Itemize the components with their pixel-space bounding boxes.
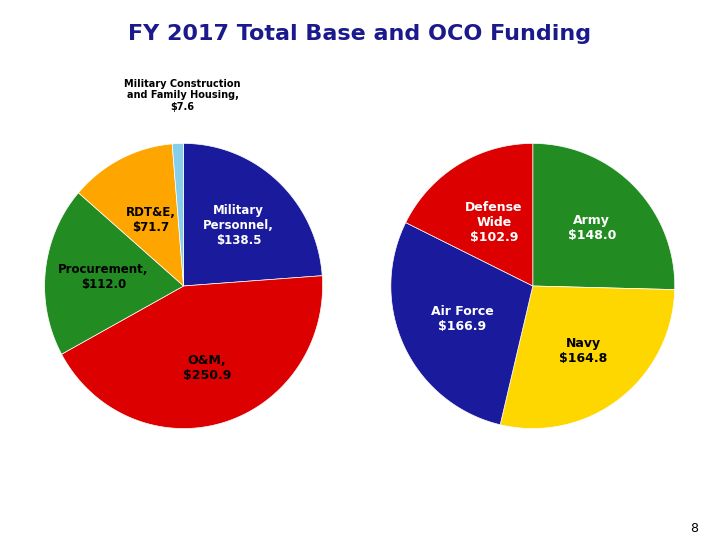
- Text: 8: 8: [690, 522, 698, 535]
- Text: Navy
$164.8: Navy $164.8: [559, 338, 607, 366]
- Text: Air Force
$166.9: Air Force $166.9: [431, 305, 493, 333]
- Polygon shape: [78, 144, 184, 286]
- Text: By Appropriation Title: By Appropriation Title: [86, 56, 269, 71]
- Text: FY 2017 Request:  $582.7 billion: FY 2017 Request: $582.7 billion: [215, 464, 519, 482]
- Polygon shape: [62, 276, 323, 429]
- Polygon shape: [500, 286, 675, 429]
- Polygon shape: [405, 144, 533, 286]
- Text: O&M,
$250.9: O&M, $250.9: [183, 354, 231, 382]
- Polygon shape: [45, 193, 184, 354]
- Polygon shape: [172, 144, 184, 286]
- Text: Procurement,
$112.0: Procurement, $112.0: [58, 263, 148, 291]
- Text: Military
Personnel,
$138.5: Military Personnel, $138.5: [203, 204, 274, 247]
- Text: Army
$148.0: Army $148.0: [567, 214, 616, 242]
- Text: Defense
Wide
$102.9: Defense Wide $102.9: [465, 201, 523, 245]
- Text: FY 2017 Total Base and OCO Funding: FY 2017 Total Base and OCO Funding: [128, 24, 592, 44]
- Polygon shape: [184, 144, 323, 286]
- Text: RDT&E,
$71.7: RDT&E, $71.7: [126, 206, 176, 234]
- Polygon shape: [391, 222, 533, 425]
- Text: Military Construction
and Family Housing,
$7.6: Military Construction and Family Housing…: [125, 79, 241, 112]
- Text: By Military Department: By Military Department: [416, 56, 610, 71]
- Polygon shape: [533, 144, 675, 289]
